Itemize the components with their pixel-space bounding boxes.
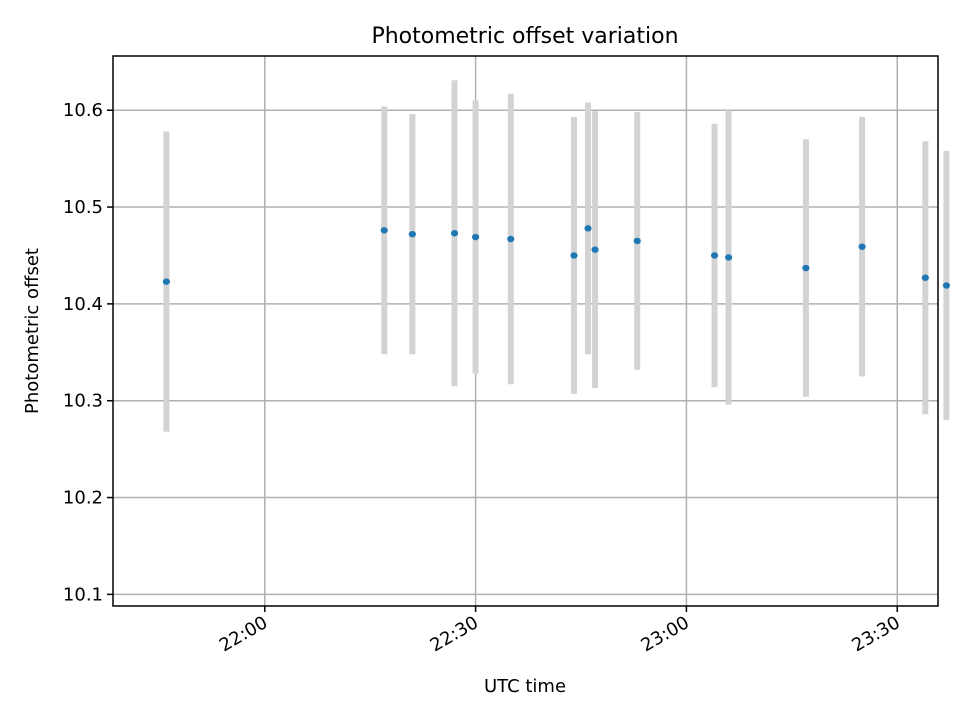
- y-tick-label: 10.4: [63, 294, 103, 315]
- data-point: [380, 227, 388, 234]
- data-point: [858, 243, 866, 250]
- x-tick-label: 23:00: [637, 612, 692, 656]
- data-point: [472, 233, 480, 241]
- plot-frame: [112, 55, 939, 607]
- y-tick-label: 10.5: [63, 197, 103, 218]
- x-tick-label: 22:30: [427, 612, 482, 656]
- data-point: [591, 246, 599, 253]
- error-bars: [163, 80, 950, 432]
- data-points: [162, 225, 951, 289]
- data-point: [942, 282, 951, 289]
- y-tick-label: 10.6: [63, 100, 103, 121]
- chart-title: Photometric offset variation: [371, 24, 678, 49]
- data-point: [408, 230, 416, 238]
- y-tick-label: 10.3: [63, 391, 103, 412]
- x-tick-label: 22:00: [216, 612, 271, 656]
- y-tick-label: 10.2: [63, 488, 103, 509]
- data-point: [584, 225, 592, 232]
- data-point: [162, 278, 171, 285]
- data-point: [921, 274, 929, 281]
- data-point: [633, 237, 641, 245]
- data-point: [507, 235, 515, 243]
- data-point: [450, 230, 459, 237]
- data-point: [802, 264, 810, 272]
- data-point: [724, 254, 733, 261]
- x-axis-label: UTC time: [484, 676, 566, 697]
- y-axis-label: Photometric offset: [22, 248, 43, 414]
- grid: [113, 56, 938, 606]
- data-point: [570, 252, 578, 259]
- y-tick-label: 10.1: [63, 584, 103, 605]
- x-tick-label: 23:30: [848, 612, 903, 656]
- data-point: [710, 252, 719, 259]
